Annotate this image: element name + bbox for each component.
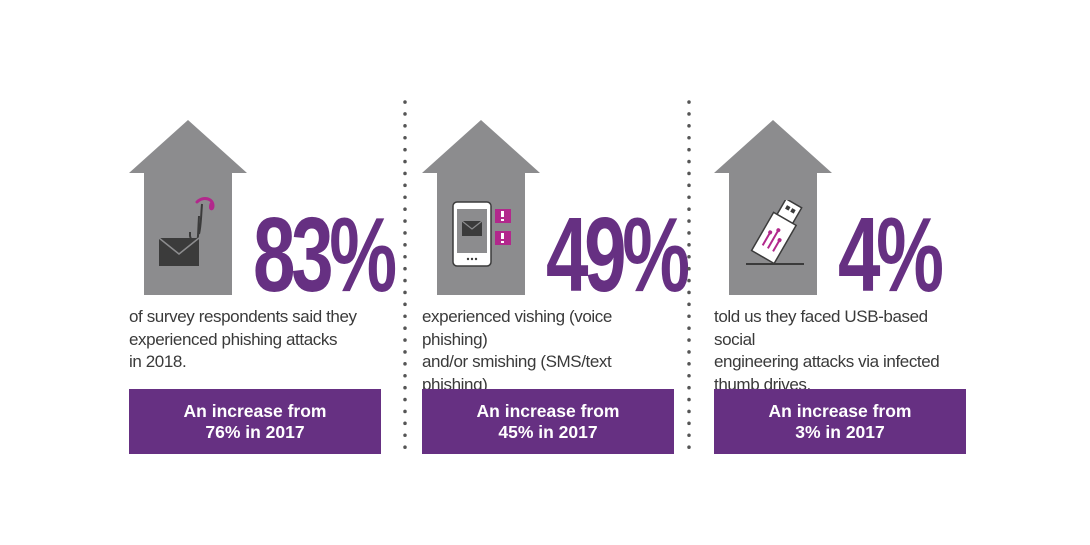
dotted-divider	[403, 100, 407, 457]
stat-description: of survey respondents said they experien…	[129, 307, 357, 371]
stat-percent: 83%	[253, 196, 397, 314]
up-arrow-icon	[714, 120, 832, 295]
increase-box: An increase from 45% in 2017	[422, 389, 674, 454]
usb-drive-icon	[742, 197, 808, 273]
smartphone-messages-icon	[452, 201, 514, 274]
dotted-divider	[687, 100, 691, 457]
phishing-hook-envelope-icon	[157, 196, 227, 273]
stat-description: experienced vishing (voice phishing) and…	[422, 307, 612, 416]
stat-panel-usb: 4% told us they faced USB-based social e…	[714, 0, 974, 545]
stat-panel-phishing: 83% of survey respondents said they expe…	[129, 0, 397, 545]
increase-box: An increase from 76% in 2017	[129, 389, 381, 454]
up-arrow-icon	[129, 120, 247, 295]
stat-description: told us they faced USB-based social engi…	[714, 307, 940, 394]
increase-box: An increase from 3% in 2017	[714, 389, 966, 454]
stat-percent: 49%	[546, 196, 690, 314]
stat-panel-vishing: 49% experienced vishing (voice phishing)…	[422, 0, 690, 545]
stat-percent: 4%	[838, 196, 944, 314]
